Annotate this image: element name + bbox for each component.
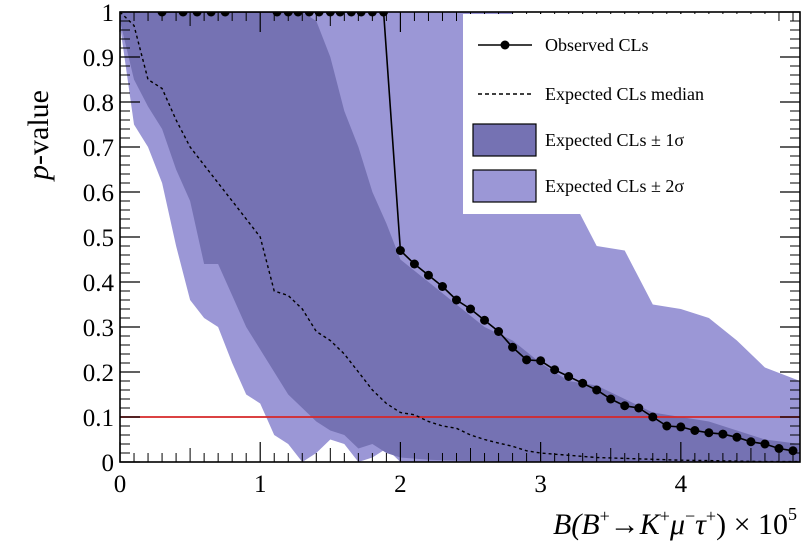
- observed-point: [620, 401, 629, 410]
- observed-point: [396, 246, 405, 255]
- observed-point: [746, 437, 755, 446]
- observed-point: [634, 404, 643, 413]
- legend: Observed CLs Expected CLs median Expecte…: [463, 14, 770, 214]
- y-tick-label: 0.5: [83, 225, 114, 252]
- x-tick-label: 4: [675, 471, 688, 498]
- observed-point: [732, 433, 741, 442]
- y-tick-label: 0.7: [83, 135, 114, 162]
- observed-point: [452, 296, 461, 305]
- observed-point: [718, 430, 727, 439]
- y-tick-label: 0.2: [83, 360, 114, 387]
- observed-point: [522, 355, 531, 364]
- legend-swatch-one-sigma: [473, 124, 536, 156]
- observed-point: [704, 428, 713, 437]
- x-tick-label: 3: [534, 471, 547, 498]
- observed-point: [606, 395, 615, 404]
- observed-point: [466, 305, 475, 314]
- legend-swatch-two-sigma: [473, 170, 536, 202]
- observed-point: [592, 386, 601, 395]
- y-tick-label: 0.8: [83, 90, 114, 117]
- observed-point: [662, 422, 671, 431]
- observed-point: [550, 365, 559, 374]
- y-tick-label: 0.1: [83, 405, 114, 432]
- x-axis-title: B(B+→K+μ−τ+) × 105: [553, 504, 797, 541]
- legend-label-observed: Observed CLs: [545, 35, 648, 55]
- observed-point: [578, 379, 587, 388]
- x-tick-label: 1: [254, 471, 267, 498]
- y-tick-label: 0.6: [83, 180, 114, 207]
- observed-point: [760, 440, 769, 449]
- observed-point: [480, 316, 489, 325]
- legend-label-two-sigma: Expected CLs ± 2σ: [545, 176, 684, 196]
- observed-point: [648, 413, 657, 422]
- observed-point: [424, 271, 433, 280]
- legend-label-one-sigma: Expected CLs ± 1σ: [545, 130, 684, 150]
- y-tick-label: 1: [102, 0, 115, 27]
- x-tick-label: 2: [394, 471, 407, 498]
- observed-point: [536, 356, 545, 365]
- observed-point: [690, 426, 699, 435]
- observed-point: [676, 422, 685, 431]
- y-tick-label: 0.4: [83, 270, 115, 297]
- observed-point: [438, 282, 447, 291]
- observed-point: [410, 260, 419, 269]
- observed-point: [494, 327, 503, 336]
- observed-point: [508, 343, 517, 352]
- y-tick-label: 0: [102, 450, 115, 477]
- y-tick-label: 0.3: [83, 315, 114, 342]
- observed-point: [774, 444, 783, 453]
- observed-point: [564, 372, 573, 381]
- legend-label-median: Expected CLs median: [545, 84, 704, 104]
- y-tick-label: 0.9: [83, 45, 114, 72]
- x-tick-label: 0: [114, 471, 127, 498]
- y-axis-title: p-value: [22, 90, 55, 182]
